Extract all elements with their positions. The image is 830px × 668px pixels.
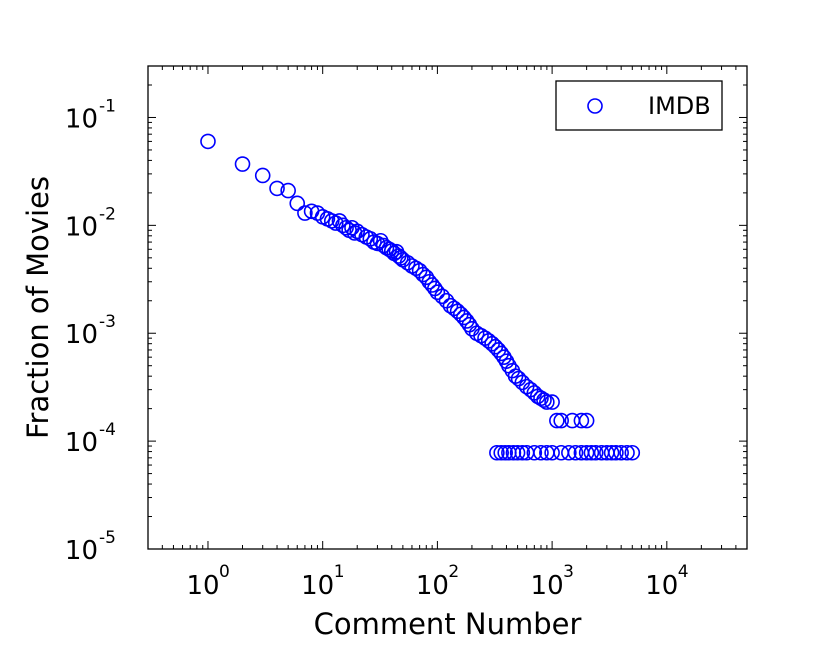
data-point [544,394,560,410]
data-point [493,345,510,362]
data-point [536,392,552,408]
data-point [544,444,560,461]
data-points [200,133,641,461]
data-point [603,444,620,461]
data-point [583,444,600,461]
data-point [533,444,549,461]
data-point [619,444,635,461]
data-point [497,444,514,461]
x-tick-exponent: 4 [678,562,689,582]
data-point [587,444,604,461]
y-tick-exponent: -4 [99,420,116,440]
data-point [327,215,344,231]
x-axis-title: Comment Number [314,607,582,641]
data-point [289,195,306,212]
x-tick-exponent: 3 [563,562,574,582]
data-point [509,444,526,461]
y-tick-exponent: -5 [99,528,116,548]
data-point [234,156,251,172]
data-point [553,412,569,429]
data-point [429,284,446,301]
data-point [254,167,271,184]
x-tick-label: 10 [531,571,564,601]
data-point [578,444,595,461]
data-point [280,182,296,199]
y-tick-label: 10 [65,212,98,242]
data-point [578,412,595,429]
y-tick-exponent: -3 [99,312,116,332]
plot-frame [147,65,748,550]
y-tick-label: 10 [65,536,98,566]
data-point [399,254,416,271]
data-point [514,444,531,461]
x-tick-label: 10 [416,571,449,601]
data-point [434,288,450,305]
data-point [496,349,512,365]
data-point [458,313,475,329]
x-tick-exponent: 2 [448,562,459,582]
data-point [573,412,590,429]
data-point [567,444,584,461]
data-point [297,205,313,221]
data-point [549,412,565,429]
legend-marker [587,98,603,114]
data-point [624,444,641,461]
y-tick-label: 10 [65,428,98,458]
legend-label: IMDB [648,92,711,120]
data-point [539,394,555,410]
x-tick-label: 10 [645,571,678,601]
data-point [200,133,216,150]
y-tick-label: 10 [65,320,98,350]
data-point [338,219,354,236]
data-point [510,370,527,387]
y-tick-labels: 10-110-210-310-410-5 [65,97,116,567]
data-point [526,444,543,461]
data-point [561,444,577,461]
x-tick-exponent: 1 [334,562,345,582]
x-tick-label: 10 [186,571,219,601]
data-point [493,444,510,461]
x-tick-exponent: 0 [219,562,230,582]
x-tick-label: 10 [301,571,334,601]
data-point [473,327,489,344]
y-axis-title: Fraction of Movies [21,176,55,439]
data-point [404,258,420,274]
legend: IMDB [555,80,723,131]
data-point [349,223,366,240]
y-tick-exponent: -2 [99,204,116,224]
data-point [608,444,624,461]
data-point [346,225,363,241]
legend-box [555,80,723,131]
y-tick-label: 10 [65,105,98,135]
tick-marks [147,66,748,550]
data-point [489,444,505,461]
x-tick-labels: 10 0 10 1 10 2 10 3 10 4 [186,562,688,601]
data-point [269,180,285,197]
data-point [613,444,629,461]
y-tick-exponent: -1 [99,97,116,117]
